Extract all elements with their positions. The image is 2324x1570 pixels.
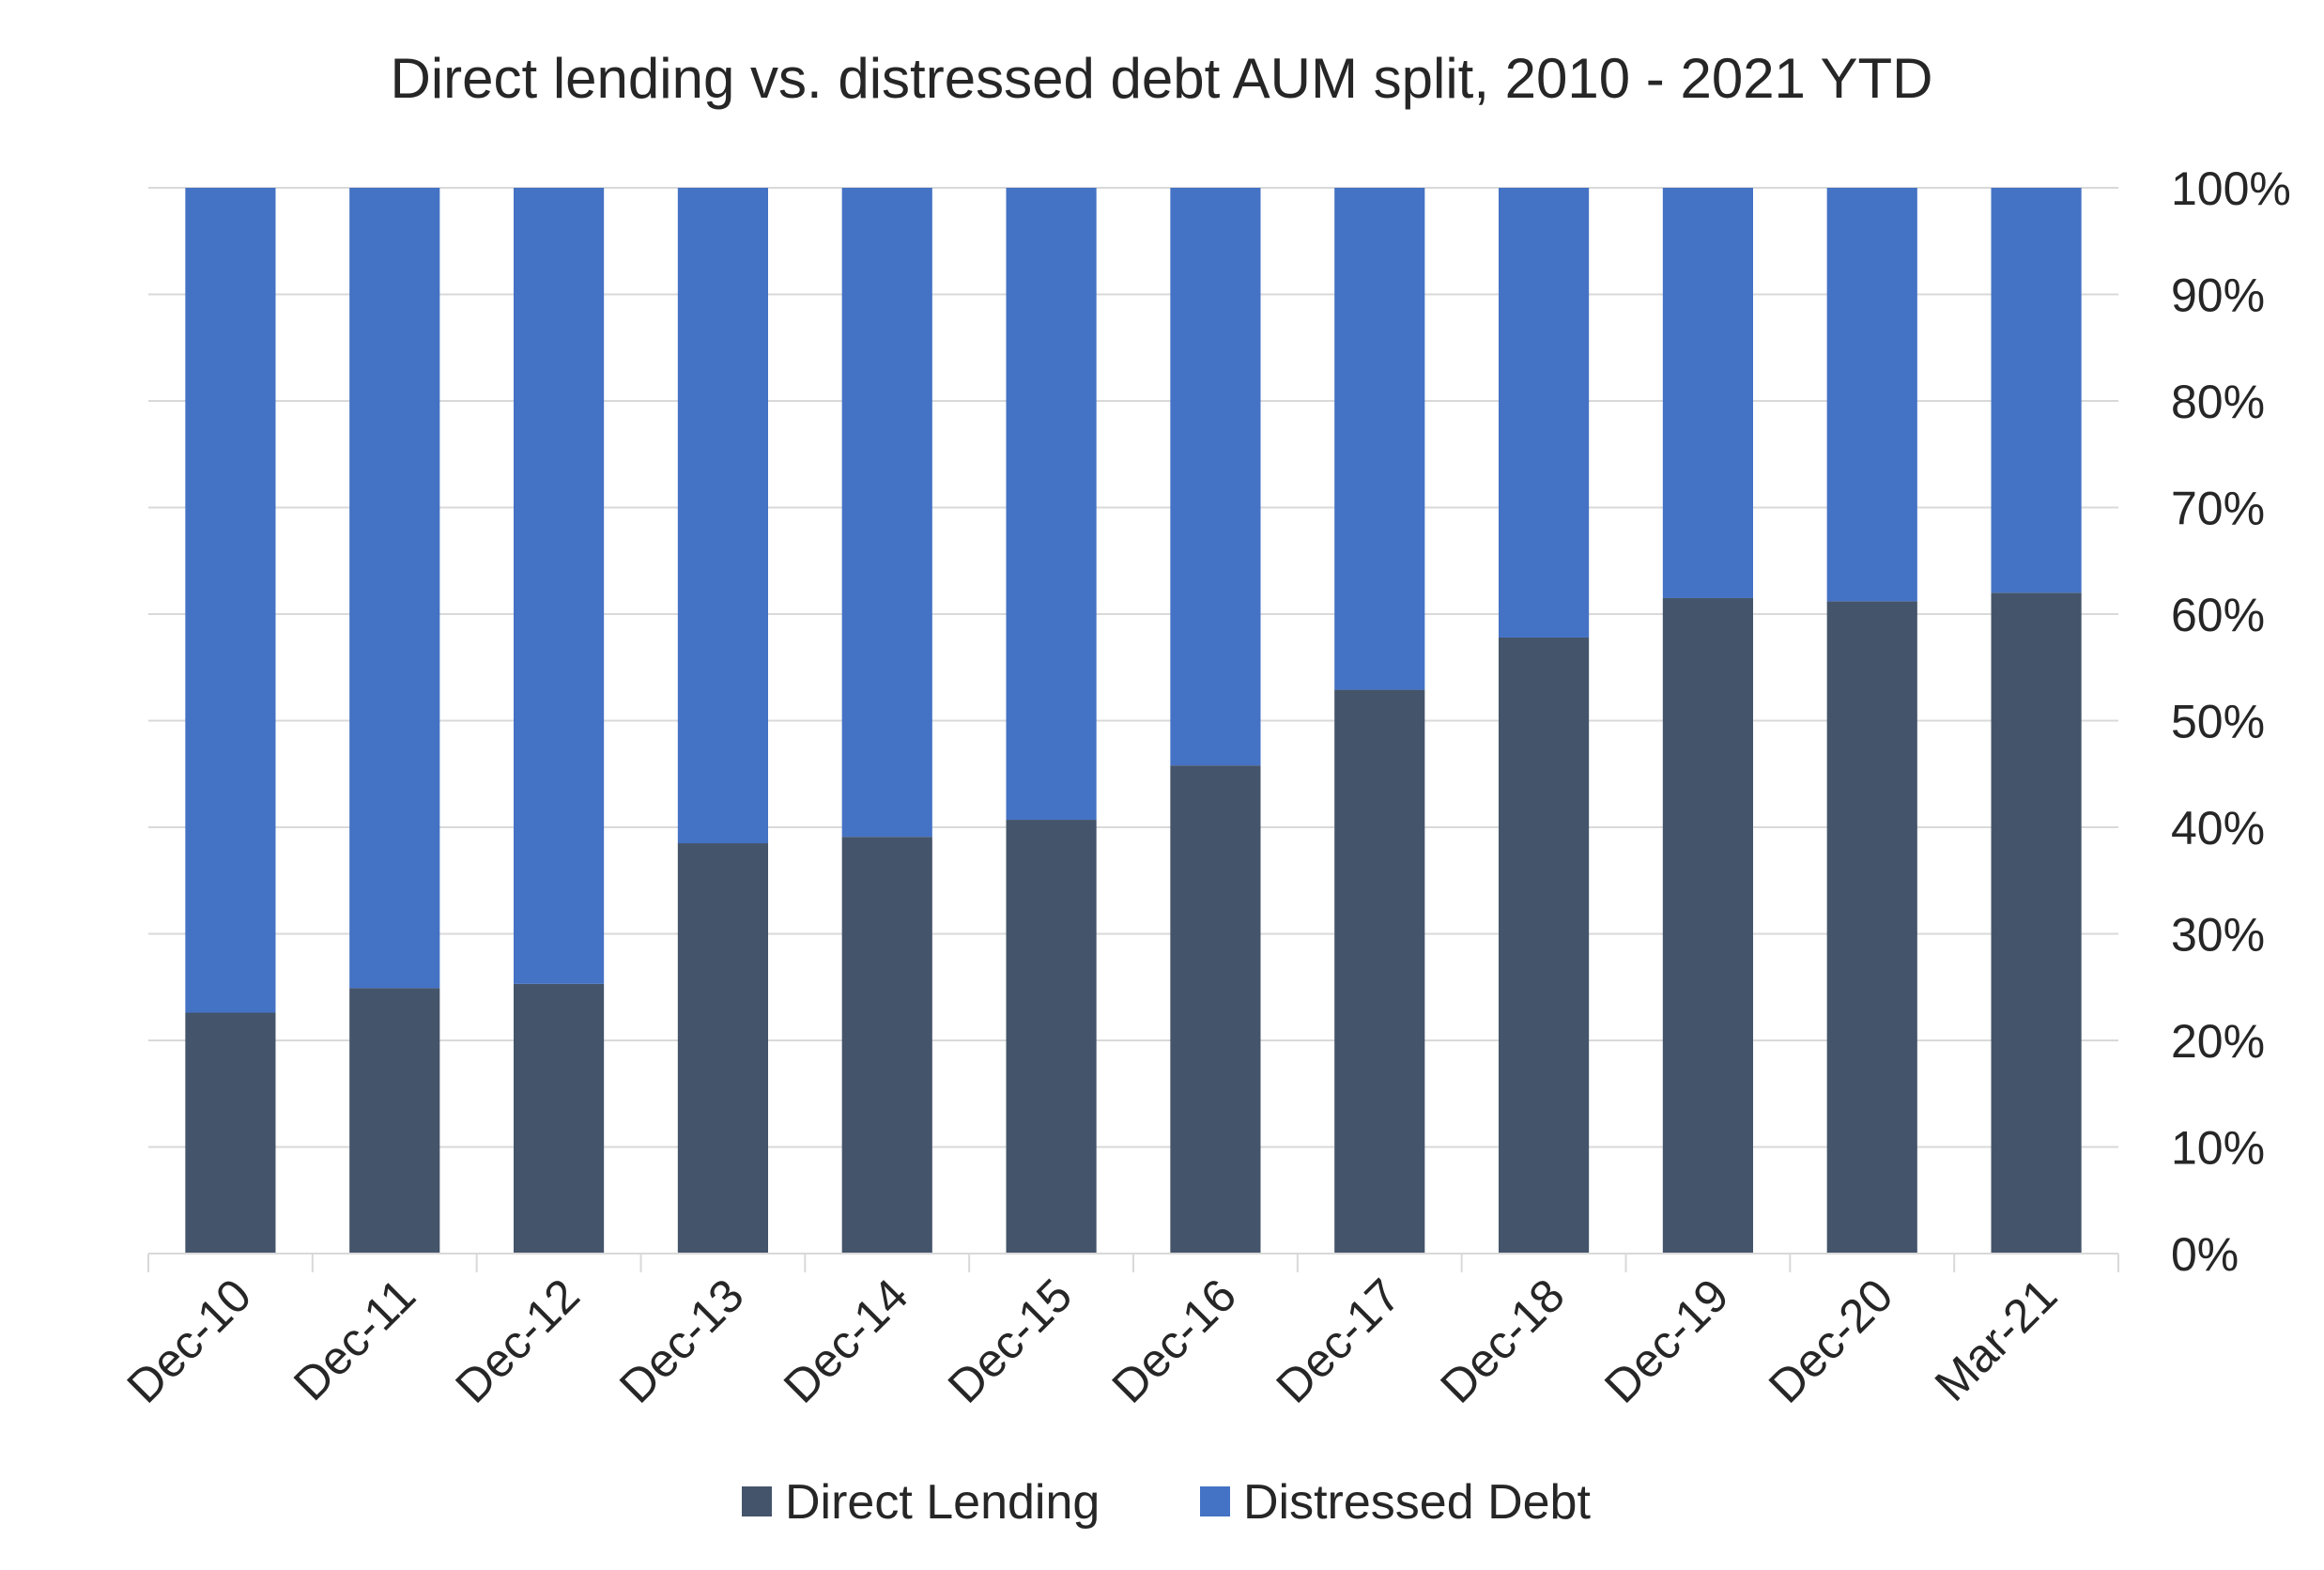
y-tick-label: 40% [2171,802,2265,854]
bar-direct-lending [1006,820,1097,1254]
legend-label-distressed-debt: Distressed Debt [1243,1475,1591,1530]
x-tick-label: Dec-18 [1430,1269,1575,1413]
legend-swatch-direct-lending [742,1486,772,1516]
bar-direct-lending [514,983,605,1254]
bar-distressed-debt [841,188,932,838]
bar-distressed-debt [1170,188,1261,766]
bar-distressed-debt [1006,188,1097,821]
bar-distressed-debt [514,188,605,984]
legend-swatch-distressed-debt [1200,1486,1230,1516]
y-tick-label: 0% [2171,1228,2239,1281]
bar-distressed-debt [349,188,440,989]
bar-distressed-debt [185,188,276,1013]
y-tick-label: 80% [2171,376,2265,428]
bar-direct-lending [1991,593,2082,1254]
y-tick-label: 100% [2171,162,2291,215]
x-tick-label: Dec-13 [609,1269,754,1413]
x-tick-label: Dec-14 [774,1269,918,1413]
gridlines [148,187,2118,1148]
x-axis [147,1253,2119,1272]
bar-direct-lending [1662,597,1753,1254]
x-tick-label: Dec-12 [445,1269,590,1413]
y-tick-label: 10% [2171,1122,2265,1175]
x-tick-label: Mar-21 [1925,1269,2068,1411]
bar-direct-lending [841,837,932,1254]
y-axis: 0% 10% 20% 30% 40% 50% 60% 70% 80% 90% 100% [2171,162,2291,1281]
x-tick-labels: Dec-10 Dec-11 Dec-12 Dec-13 Dec-14 Dec-15 Dec-… [117,1269,2068,1413]
chart-title: Direct lending vs. distressed debt AUM s… [390,47,1932,110]
bar-direct-lending [1499,637,1590,1254]
bar-distressed-debt [1826,188,1917,602]
x-tick-label: Dec-11 [284,1269,425,1410]
bars [185,188,2082,1254]
bar-direct-lending [185,1012,276,1254]
bar-distressed-debt [1991,188,2082,593]
legend-label-direct-lending: Direct Lending [785,1475,1100,1530]
x-tick-label: Dec-10 [117,1269,262,1413]
y-tick-label: 60% [2171,589,2265,641]
x-tick-label: Dec-15 [938,1269,1083,1413]
bar-direct-lending [677,843,768,1254]
x-tick-label: Dec-16 [1102,1269,1247,1413]
y-tick-label: 90% [2171,269,2265,322]
bar-direct-lending [1170,765,1261,1254]
bar-direct-lending [349,988,440,1254]
y-tick-label: 30% [2171,909,2265,962]
y-tick-label: 70% [2171,483,2265,535]
bar-distressed-debt [677,188,768,844]
bar-distressed-debt [1662,188,1753,598]
bar-distressed-debt [1499,188,1590,638]
legend: Direct Lending Distressed Debt [742,1475,1591,1530]
y-tick-label: 50% [2171,696,2265,748]
bar-direct-lending [1334,689,1425,1254]
x-tick-label: Dec-17 [1266,1269,1410,1413]
y-tick-label: 20% [2171,1015,2265,1068]
bar-distressed-debt [1334,188,1425,690]
x-tick-label: Dec-20 [1759,1269,1903,1413]
bar-direct-lending [1826,601,1917,1254]
x-tick-label: Dec-19 [1594,1269,1739,1413]
